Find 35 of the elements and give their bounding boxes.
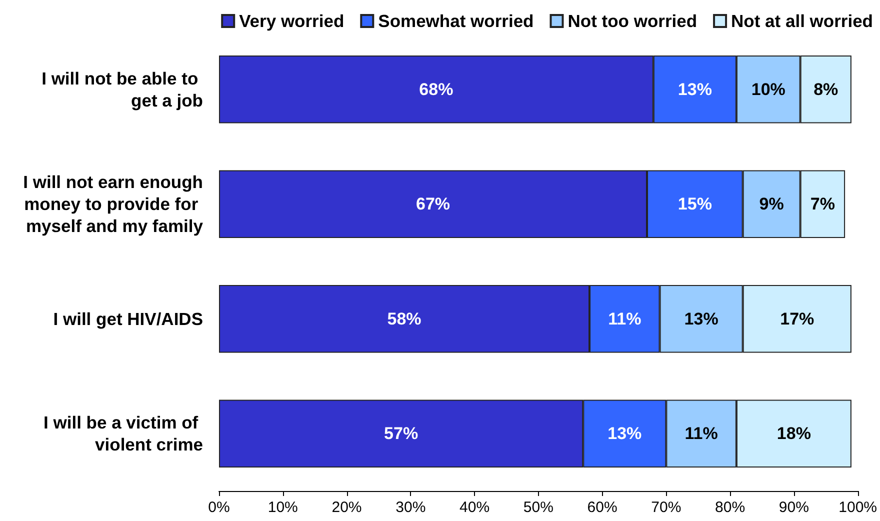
data-label: 9% (759, 194, 784, 214)
y-tick-label: I will get HIV/AIDS (53, 308, 203, 329)
x-tick-label: 10% (268, 499, 298, 516)
x-tick-label: 100% (838, 499, 878, 516)
x-tick-label: 20% (332, 499, 362, 516)
data-label: 10% (751, 80, 786, 99)
data-label: 13% (608, 424, 642, 444)
data-label: 68% (419, 80, 454, 99)
data-label: 11% (608, 309, 642, 328)
data-label: 17% (780, 309, 814, 328)
x-tick-label: 80% (715, 499, 746, 516)
x-tick-label: 30% (396, 499, 426, 516)
data-label: 13% (684, 309, 718, 328)
data-label: 57% (384, 424, 418, 444)
x-tick-label: 70% (651, 499, 682, 516)
data-label: 58% (387, 309, 422, 328)
data-label: 15% (678, 194, 712, 214)
legend-label: Somewhat worried (378, 11, 534, 31)
legend-label: Not too worried (568, 11, 698, 31)
y-tick-label: I will not be able to get a job (42, 68, 203, 110)
legend-label: Not at all worried (731, 11, 874, 31)
legend-label: Very worried (239, 11, 344, 31)
y-tick-label: I will be a victim of violent crime (44, 412, 204, 455)
x-tick-label: 60% (587, 499, 618, 516)
y-tick-label: I will not earn enough money to provide for myself and my family (19, 172, 204, 236)
data-label: 13% (678, 80, 712, 99)
data-label: 67% (416, 194, 450, 214)
data-label: 11% (684, 424, 718, 444)
data-label: 7% (810, 194, 835, 214)
x-tick-label: 40% (460, 499, 490, 516)
x-tick-label: 90% (778, 499, 809, 516)
data-label: 18% (776, 424, 811, 444)
x-tick-label: 50% (523, 499, 554, 516)
x-tick-label: 0% (208, 499, 230, 516)
data-label: 8% (814, 80, 838, 99)
